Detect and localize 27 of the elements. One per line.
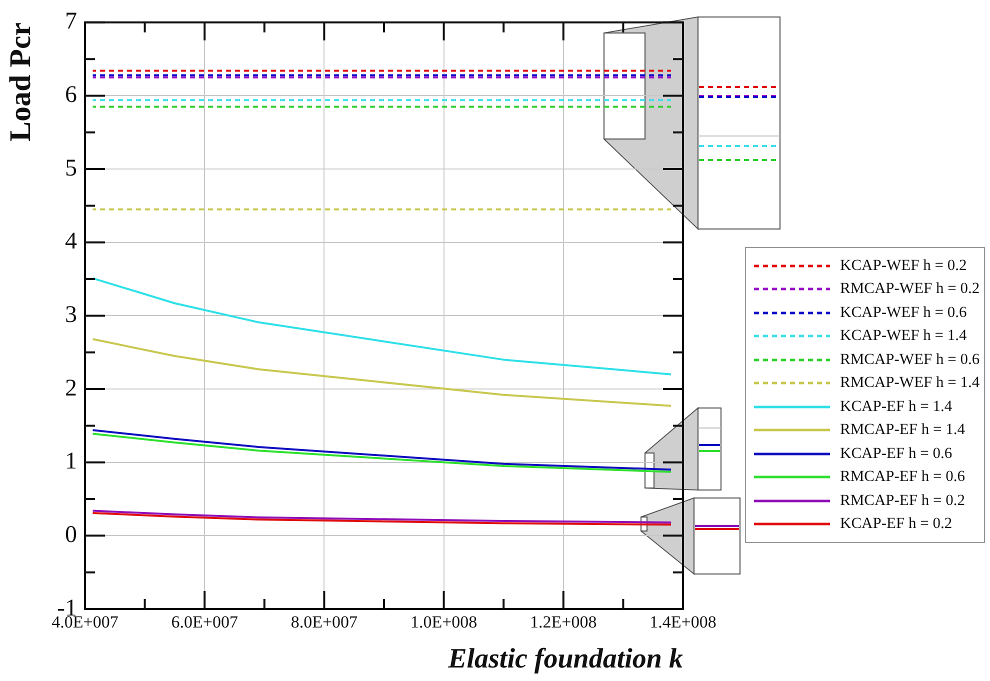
legend-label: RMCAP-WEF h = 0.6 <box>840 350 980 369</box>
y-axis-title: Load Pcr <box>4 22 37 142</box>
y-tick-label: 5 <box>65 155 77 182</box>
legend-label: RMCAP-WEF h = 0.2 <box>840 280 980 298</box>
legend-label: KCAP-WEF h = 0.2 <box>840 256 967 275</box>
legend-label: RMCAP-EF h = 1.4 <box>840 421 966 440</box>
legend-label: RMCAP-EF h = 0.2 <box>840 492 966 510</box>
legend-label: RMCAP-WEF h = 1.4 <box>840 374 980 392</box>
x-tick-label: 6.0E+007 <box>171 612 238 632</box>
y-tick-label: 4 <box>65 228 77 255</box>
x-tick-label: 1.4E+008 <box>650 612 716 632</box>
legend-label: KCAP-EF h = 0.2 <box>840 515 952 534</box>
legend-label: RMCAP-EF h = 0.6 <box>840 468 966 486</box>
legend-label: KCAP-EF h = 0.6 <box>840 444 952 463</box>
y-tick-label: 0 <box>65 522 77 548</box>
y-tick-label: 2 <box>65 375 77 402</box>
x-tick-label: 1.0E+008 <box>410 612 478 632</box>
x-axis-title: Elastic foundation k <box>447 643 683 674</box>
y-tick-label: 3 <box>65 302 77 328</box>
x-tick-label: 8.0E+007 <box>290 612 358 632</box>
y-tick-label: 7 <box>65 8 77 35</box>
y-tick-label: 1 <box>65 448 77 475</box>
legend-label: KCAP-WEF h = 0.6 <box>840 304 967 322</box>
legend-label: KCAP-EF h = 1.4 <box>840 398 952 416</box>
x-tick-label: 1.2E+008 <box>530 612 597 632</box>
legend-label: KCAP-WEF h = 1.4 <box>840 327 967 346</box>
y-tick-label: 6 <box>65 82 77 108</box>
